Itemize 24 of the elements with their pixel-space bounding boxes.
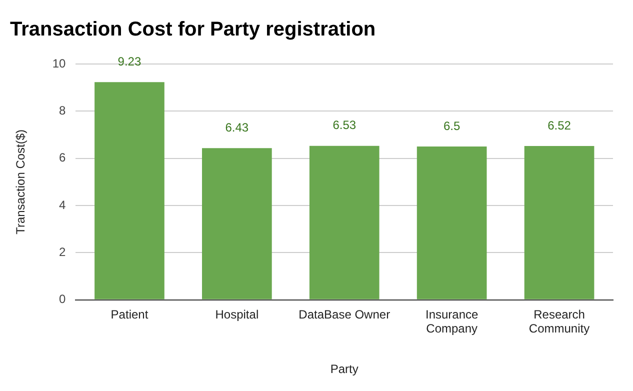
- x-tick-label: Research Community: [528, 307, 590, 336]
- x-tick-label: Hospital: [215, 307, 259, 322]
- y-axis-title: Transaction Cost($): [14, 129, 28, 234]
- x-tick-label: Insurance Company: [425, 307, 478, 336]
- bar: [309, 146, 380, 300]
- y-tick-label: 4: [59, 198, 66, 212]
- data-label: 6.5: [443, 118, 460, 133]
- y-tick-label: 8: [59, 103, 66, 118]
- bar: [94, 82, 164, 300]
- bar: [202, 148, 272, 300]
- bar: [524, 146, 594, 300]
- bar: [416, 146, 487, 300]
- x-axis-title: Party: [330, 362, 358, 376]
- data-label: 6.43: [225, 120, 249, 134]
- data-label: 9.23: [118, 54, 142, 68]
- y-tick-label: 0: [59, 292, 66, 306]
- y-tick-label: 6: [59, 150, 66, 165]
- y-tick-label: 2: [59, 244, 66, 259]
- data-label: 6.52: [548, 118, 572, 132]
- data-label: 6.53: [332, 118, 356, 132]
- x-tick-label: DataBase Owner: [298, 307, 390, 322]
- y-tick-label: 10: [52, 56, 66, 70]
- x-tick-label: Patient: [110, 307, 149, 322]
- chart-title: Transaction Cost for Party registration: [10, 18, 376, 41]
